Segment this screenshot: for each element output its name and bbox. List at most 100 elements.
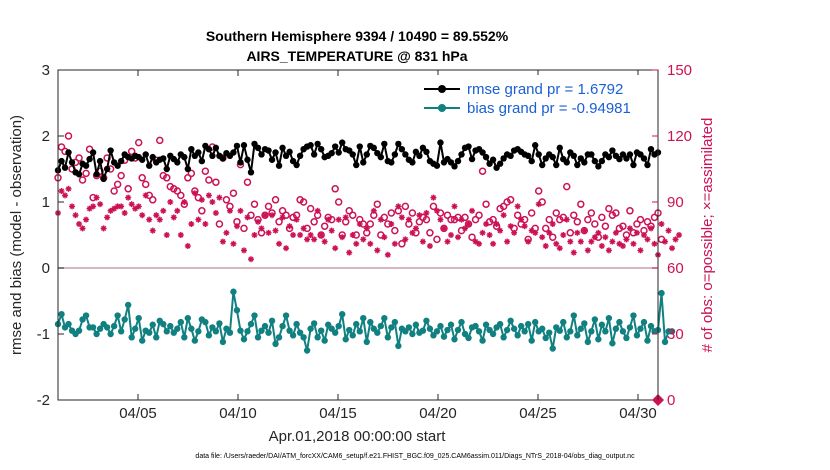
obs-assimilated-point (574, 229, 581, 236)
bias-point (602, 328, 609, 335)
obs-assimilated-point (276, 240, 283, 247)
y-right-tick-label: 0 (667, 392, 675, 409)
rmse-point (423, 148, 430, 156)
y-tick-label: -1 (37, 326, 50, 343)
rmse-point (310, 151, 318, 158)
obs-assimilated-point (325, 216, 332, 223)
bias-point (93, 330, 100, 338)
rmse-point (539, 161, 546, 169)
legend-bias-label: bias grand pr = -0.94981 (467, 100, 631, 117)
rmse-point (265, 147, 272, 154)
y-right-tick-label: 120 (667, 128, 692, 145)
bias-point (437, 322, 444, 330)
obs-assimilated-point (588, 238, 595, 245)
bias-point (282, 312, 290, 319)
bias-point (388, 324, 395, 331)
bias-point (353, 320, 360, 328)
rmse-point (591, 157, 599, 165)
bias-point (96, 325, 104, 332)
rmse-point (640, 155, 648, 162)
bias-point (110, 322, 118, 330)
obs-assimilated-point (205, 192, 212, 199)
obs-possible-point (156, 136, 164, 145)
obs-assimilated-point (202, 221, 209, 227)
rmse-point (58, 157, 65, 165)
obs-possible-point (422, 215, 431, 224)
bias-point (233, 307, 241, 314)
obs-assimilated-point (462, 225, 469, 232)
rmse-point (307, 142, 314, 149)
bias-point (440, 333, 448, 340)
obs-assimilated-point (483, 221, 490, 227)
bias-point (346, 326, 353, 334)
bias-point (489, 330, 497, 338)
rmse-point (233, 142, 241, 150)
obs-possible-point (148, 196, 157, 204)
obs-assimilated-point (142, 192, 149, 199)
obs-assimilated-point (598, 243, 605, 249)
bias-point (381, 314, 388, 322)
obs-assimilated-point (265, 229, 272, 236)
obs-assimilated-point (233, 223, 240, 230)
obs-assimilated-point (595, 229, 602, 236)
obs-assimilated-point (318, 232, 325, 238)
obs-possible-point (468, 233, 476, 241)
rmse-point (279, 144, 286, 152)
obs-possible-point (643, 218, 652, 226)
bias-point (591, 316, 599, 323)
obs-possible-point (177, 191, 185, 200)
bias-point (360, 314, 367, 322)
obs-possible-point (124, 185, 132, 193)
bias-point (117, 328, 125, 335)
rmse-point (388, 159, 395, 166)
x-tick-label: 04/20 (419, 405, 457, 422)
rmse-point (314, 140, 321, 148)
bias-point (121, 316, 128, 323)
bias-point (668, 328, 676, 335)
bias-point (177, 318, 185, 326)
rmse-point (286, 148, 293, 156)
bias-point (619, 328, 627, 335)
obs-assimilated-point (262, 212, 269, 219)
obs-possible-point (64, 132, 73, 140)
rmse-point (398, 146, 406, 153)
rmse-point (335, 149, 342, 156)
obs-possible-point (163, 174, 171, 182)
bias-point (647, 322, 655, 330)
rmse-point (616, 155, 623, 163)
bias-point (510, 325, 518, 332)
rmse-point (647, 146, 655, 153)
obs-possible-point (633, 220, 641, 228)
bias-point (598, 321, 606, 328)
obs-assimilated-point (651, 240, 658, 247)
bias-point (612, 325, 620, 332)
obs-assimilated-point (62, 192, 69, 199)
obs-possible-point (612, 209, 620, 217)
obs-assimilated-point (662, 238, 669, 245)
obs-possible-point (605, 204, 613, 213)
obs-assimilated-point (521, 223, 528, 230)
rmse-point (395, 140, 402, 148)
rmse-point (581, 159, 588, 166)
bias-point (261, 322, 269, 330)
rmse-point (96, 157, 104, 165)
obs-assimilated-point (367, 240, 374, 247)
obs-assimilated-point (104, 214, 111, 221)
rmse-point (293, 161, 300, 169)
legend-box (418, 75, 654, 117)
y-tick-label: 2 (42, 128, 50, 145)
bias-point (205, 332, 213, 339)
obs-assimilated-point (560, 232, 567, 238)
y-right-tick-label: 90 (667, 194, 684, 211)
obs-possible-point (222, 196, 231, 204)
obs-assimilated-point (644, 236, 651, 243)
rmse-point (528, 157, 535, 165)
obs-assimilated-point (293, 216, 300, 223)
obs-assimilated-point (619, 243, 626, 249)
bias-point (609, 340, 616, 347)
obs-assimilated-point (230, 240, 237, 247)
obs-assimilated-point (504, 238, 511, 245)
obs-assimilated-point (90, 203, 97, 210)
obs-assimilated-point (72, 212, 79, 219)
